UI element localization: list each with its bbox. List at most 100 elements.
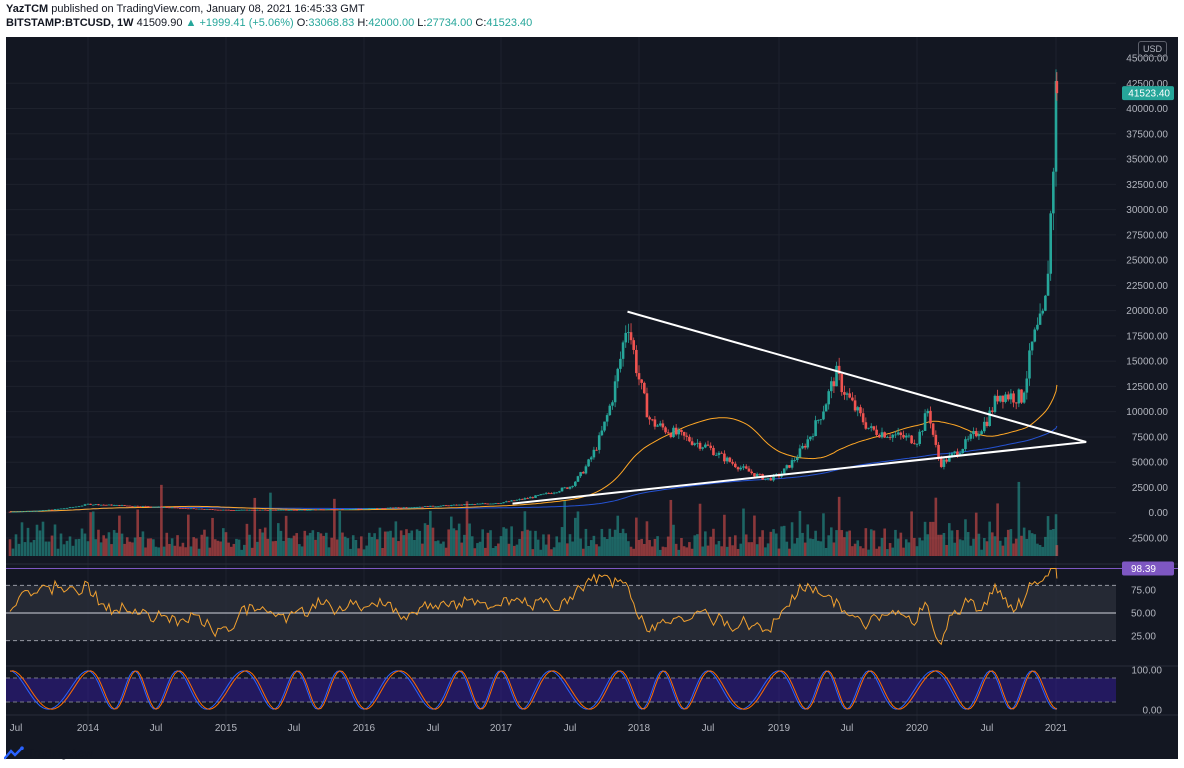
volume-bar [560,527,564,556]
volume-bar [526,529,529,556]
candle-body [494,503,498,504]
volume-bar [950,530,954,556]
price-axis-label: 7500.00 [1132,432,1169,443]
volume-bar [886,549,889,556]
volume-bar [531,549,535,556]
candle-body [319,509,323,511]
volume-bar [785,541,789,556]
volume-bar [803,542,807,556]
candle-body [985,421,989,426]
volume-bar [894,529,897,556]
candle-body [1001,395,1005,402]
volume-bar [790,522,794,556]
volume-bar [523,511,527,556]
candle-body [237,509,241,511]
candle-body [1033,329,1037,342]
publish-info: published on TradingView.com, January 08… [51,3,365,15]
volume-bar [605,539,609,556]
volume-bar [338,511,342,556]
volume-bar [415,529,419,556]
volume-bar [256,541,259,556]
volume-bar [154,546,158,556]
volume-bar [494,546,498,556]
volume-bar [848,530,851,556]
volume-bar [197,548,201,556]
volume-bar [1020,535,1023,556]
candle-body [118,504,121,506]
volume-bar [856,540,860,556]
candle-body [701,447,704,449]
candle-body [650,419,654,421]
volume-bar [698,503,702,556]
volume-bar [208,547,212,556]
chart-container[interactable]: 45000.00 42500.00 40000.00 37500.00 35000.00… [6,37,1178,759]
volume-bar [373,533,376,556]
volume-bar [859,546,862,556]
candle-body [279,509,283,511]
volume-bar [832,542,836,556]
volume-bar [993,536,997,556]
volume-bar [948,523,951,556]
candle-body [643,382,646,394]
volume-bar [814,530,817,556]
candle-body [99,504,103,506]
currency-button[interactable]: USD [1138,41,1167,57]
volume-bar [436,540,440,556]
volume-bar [766,543,770,556]
volume-bar [62,544,66,556]
candle-body [370,508,374,510]
candle-body [418,506,422,508]
volume-bar [843,537,846,556]
candle-body [14,511,18,513]
volume-bar [357,548,360,556]
volume-bar [650,546,654,556]
candle-body [152,506,155,508]
volume-bar [391,537,395,556]
candle-body [290,509,293,511]
candle-body [661,423,665,428]
volume-bar [470,536,474,556]
candle-body [381,508,384,509]
price-axis-label: 12500.00 [1126,382,1168,393]
candle-body [160,506,163,508]
author-name[interactable]: YazTCM [6,3,49,15]
candle-body [621,342,625,359]
candle-body [744,466,748,469]
chart-canvas[interactable]: 45000.00 42500.00 40000.00 37500.00 35000.00… [6,37,1178,759]
volume-bar [405,529,408,556]
candle-body [222,509,225,511]
candle-body [945,459,948,462]
candle-body [205,509,209,510]
volume-bar [972,538,975,556]
candle-body [154,506,158,508]
candle-body [211,509,214,511]
volume-bar [269,492,272,556]
volume-bar [672,524,675,556]
candle-body [338,509,342,510]
tradingview-brand[interactable]: TradingView [4,744,93,762]
volume-bar [330,537,333,556]
volume-bar [685,547,689,556]
volume-bar [110,544,113,556]
candle-body [1009,393,1013,400]
candle-body [457,504,461,506]
volume-bar [133,537,137,556]
volume-bar [184,547,187,556]
candle-body [97,504,100,506]
candle-body [165,507,169,508]
volume-bar [341,532,344,556]
candle-body [1022,392,1026,403]
volume-bar [165,532,169,556]
volume-bar [926,534,930,556]
volume-bar [23,542,27,556]
candle-body [891,434,895,438]
volume-bar [645,521,649,556]
candle-body [489,503,492,505]
volume-bar [589,540,593,556]
candle-body [669,433,673,438]
volume-bar [160,484,163,556]
candle-body [904,435,908,438]
candle-body [966,438,970,440]
triangle-trendline-1 [627,310,1087,443]
candle-body [431,505,435,507]
